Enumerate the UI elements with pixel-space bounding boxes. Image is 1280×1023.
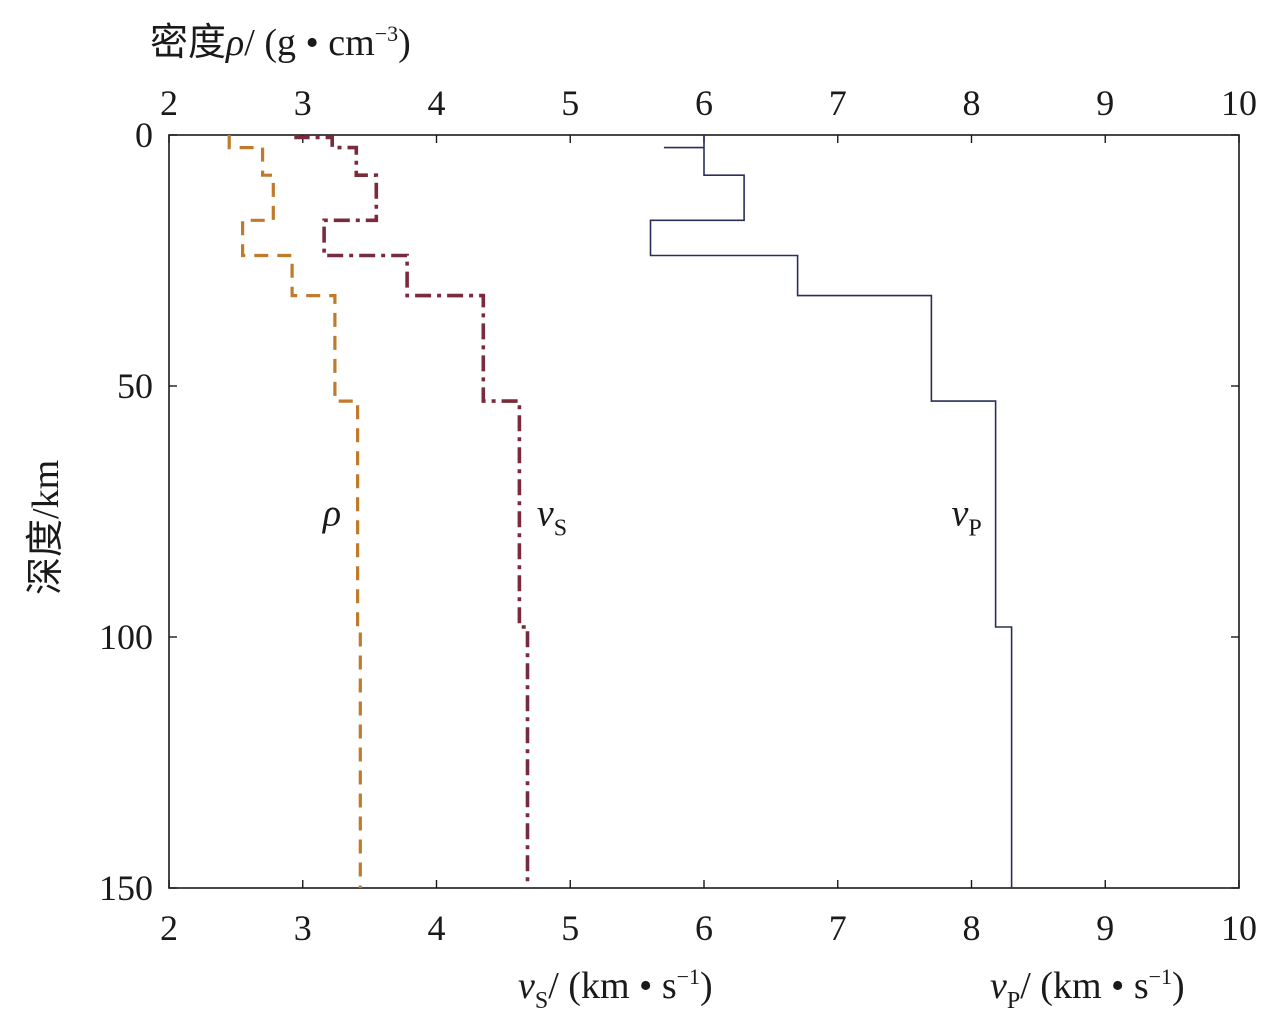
vs-title-dot: •	[630, 965, 662, 1007]
vp-title-unit-exp: −1	[1149, 964, 1172, 989]
bottom-tick-label: 7	[829, 908, 847, 948]
top-axis-title-unit-exp: −3	[375, 21, 398, 46]
top-axis-title-unit-mid: cm	[328, 22, 374, 64]
series-label-symbol: v	[951, 493, 968, 535]
series-line-vP	[649, 135, 1013, 888]
series-label-vS: vS	[537, 493, 567, 542]
vs-title-symbol: v	[518, 965, 535, 1007]
top-tick-label: 8	[963, 83, 981, 123]
vp-title-symbol: v	[990, 965, 1007, 1007]
tick-marks	[168, 134, 1240, 889]
top-axis-title-unit-close: )	[398, 22, 411, 64]
top-tick-label: 3	[294, 83, 312, 123]
series-label-sub: P	[968, 516, 981, 542]
series-label-symbol: ρ	[322, 493, 341, 535]
series-label-vP: vP	[951, 493, 981, 542]
bottom-axis-title-vs: vS/ (km • s−1)	[518, 964, 713, 1014]
bottom-tick-label: 8	[963, 908, 981, 948]
vs-title-unit-mid: s	[662, 965, 677, 1007]
vs-title-unit-exp: −1	[677, 964, 700, 989]
top-tick-label: 10	[1221, 83, 1257, 123]
series-labels: ρ vS vP	[322, 493, 982, 542]
top-axis-title: 密度ρ/ (g • cm−3)	[150, 21, 411, 64]
bottom-tick-label: 6	[695, 908, 713, 948]
y-axis-title-main: 深度	[25, 519, 67, 595]
y-tick-label: 50	[117, 366, 153, 406]
bottom-tick-label: 2	[160, 908, 178, 948]
bottom-tick-label: 9	[1096, 908, 1114, 948]
y-tick-label: 0	[135, 115, 153, 155]
y-axis-title: 深度/km	[25, 460, 67, 595]
series-label-sub: S	[554, 516, 567, 542]
bottom-axis-title-vp: vP/ (km • s−1)	[990, 964, 1185, 1014]
series-line-ρ	[227, 135, 362, 888]
y-axis-title-unit: /km	[25, 460, 67, 519]
bottom-tick-label: 10	[1221, 908, 1257, 948]
bottom-tick-labels: 2 3 4 5 6 7 8 9 10	[160, 908, 1257, 948]
top-axis-title-symbol: ρ	[225, 22, 244, 64]
series-lines	[227, 135, 1013, 888]
vp-title-unit-open: / (km	[1020, 965, 1101, 1007]
vp-title-unit-close: )	[1172, 965, 1185, 1007]
vs-title-unit-close: )	[700, 965, 713, 1007]
top-axis-title-prefix: 密度	[150, 22, 226, 64]
vs-title-unit-open: / (km	[548, 965, 629, 1007]
series-label-symbol: v	[537, 493, 554, 535]
vp-title-sub: P	[1007, 988, 1020, 1014]
vs-title-sub: S	[535, 988, 548, 1014]
bottom-tick-label: 3	[294, 908, 312, 948]
top-axis-title-unit-open: / (g	[244, 22, 296, 64]
top-axis-title-dot: •	[296, 22, 328, 64]
top-tick-label: 5	[561, 83, 579, 123]
bottom-tick-label: 5	[561, 908, 579, 948]
series-line-vS	[294, 135, 530, 888]
top-tick-labels: 2 3 4 5 6 7 8 9 10	[160, 83, 1257, 123]
bottom-tick-label: 4	[428, 908, 446, 948]
top-tick-label: 6	[695, 83, 713, 123]
y-tick-label: 150	[99, 868, 153, 908]
vp-title-dot: •	[1102, 965, 1134, 1007]
top-tick-label: 9	[1096, 83, 1114, 123]
top-tick-label: 4	[428, 83, 446, 123]
y-tick-labels: 0 50 100 150	[99, 115, 153, 908]
y-tick-label: 100	[99, 617, 153, 657]
vp-title-unit-mid: s	[1134, 965, 1149, 1007]
top-tick-label: 7	[829, 83, 847, 123]
top-tick-label: 2	[160, 83, 178, 123]
series-label-ρ: ρ	[322, 493, 341, 535]
